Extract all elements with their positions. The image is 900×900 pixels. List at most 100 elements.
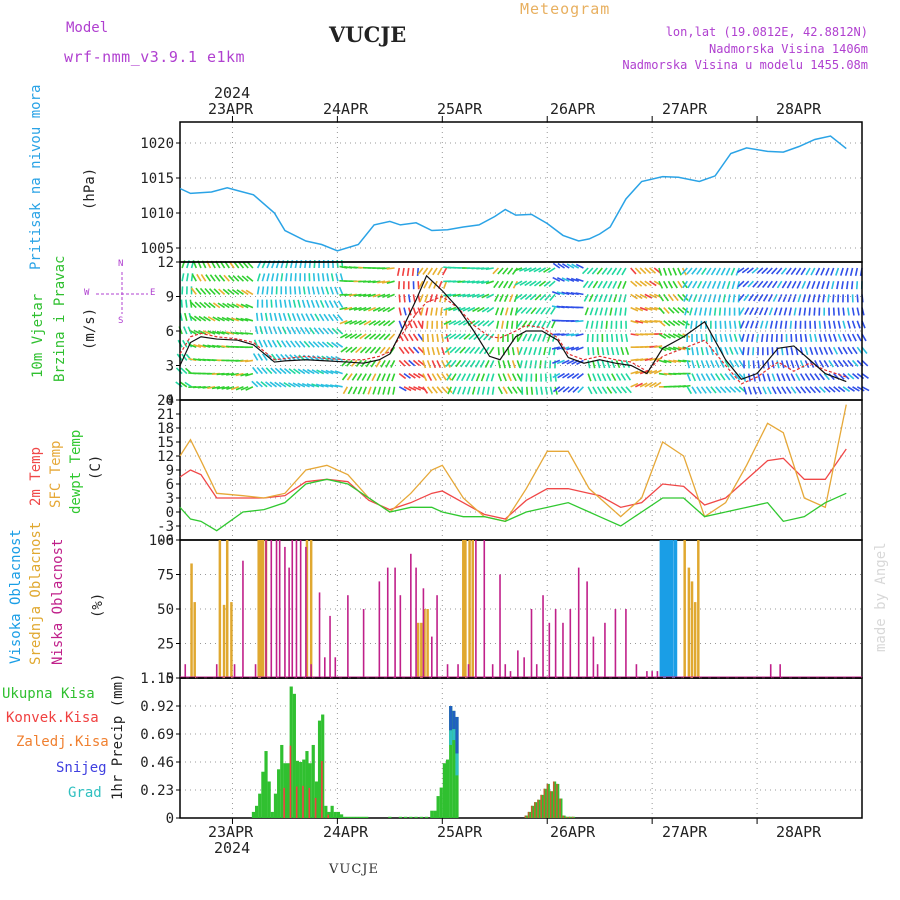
wind-arrow: [527, 333, 533, 342]
wind-arrow: [337, 300, 344, 309]
wind-arrow: [658, 320, 666, 327]
wind-arrow: [430, 307, 434, 316]
wind-arrow: [667, 320, 676, 327]
wind-arrow: [529, 360, 533, 369]
wind-arrow: [235, 303, 244, 309]
wind-arrow: [244, 317, 254, 322]
wind-arrow: [667, 267, 673, 276]
wind-arrow: [752, 360, 755, 369]
wind-arrow: [827, 294, 830, 303]
wind-arrow: [825, 267, 830, 276]
y-tick-label: 1020: [140, 136, 174, 152]
cloud-bar: [436, 595, 438, 678]
wind-arrow: [762, 280, 769, 288]
y-tick-label: 0: [166, 505, 174, 521]
wind-arrow: [832, 333, 838, 342]
wind-arrow: [522, 333, 528, 342]
wind-arrow: [403, 346, 410, 354]
wind-arrow: [271, 273, 275, 282]
cloud-bar: [386, 567, 389, 678]
wind-arrow: [570, 333, 579, 337]
y-tick-label: 12: [157, 255, 174, 271]
wind-arrow: [462, 293, 471, 298]
precip-hail-bar: [452, 729, 456, 741]
wind-arrow: [431, 333, 434, 343]
wind-arrow: [804, 373, 811, 381]
wind-arrow: [556, 346, 565, 350]
wind-arrow: [253, 339, 259, 348]
y-tick-label: 0.92: [140, 699, 174, 715]
watermark: made by Angel: [873, 542, 889, 652]
wind-arrow: [844, 267, 849, 276]
wind-arrow: [304, 326, 311, 335]
wind-arrow: [543, 280, 551, 287]
panel-frame: [179, 677, 863, 819]
wind-arrow: [808, 307, 811, 316]
wind-arrow: [427, 267, 434, 276]
wind-arrow: [458, 333, 466, 340]
wind-arrow: [593, 294, 599, 302]
wind-arrow: [369, 333, 377, 340]
wind-arrow: [635, 320, 644, 324]
wind-arrow: [495, 307, 500, 316]
wind-arrow: [785, 360, 790, 369]
wind-arrow: [732, 294, 736, 303]
wind-arrow: [358, 293, 367, 297]
wind-arrow: [786, 280, 792, 289]
wind-arrow: [733, 320, 737, 329]
wind-arrow: [478, 333, 485, 341]
precip-conv-bar: [540, 794, 542, 818]
wind-arrow: [581, 267, 589, 275]
wind-arrow: [462, 280, 471, 284]
wind-arrow: [739, 307, 745, 315]
precip-bar: [349, 816, 353, 818]
wind-arrow: [189, 315, 197, 322]
wind-arrow: [639, 320, 649, 324]
wind-arrow: [571, 263, 580, 269]
y-tick-label: 1015: [140, 171, 174, 187]
precip-conv-bar: [562, 815, 565, 818]
wind-arrow: [861, 346, 868, 354]
wind-arrow: [280, 340, 287, 348]
precip-bar: [524, 815, 528, 818]
wind-arrow: [523, 346, 528, 355]
wind-arrow: [542, 333, 547, 342]
bottom-station-label: VUCJE: [329, 862, 379, 877]
bottom-day-label: 25APR: [437, 823, 483, 841]
cloud-bar: [410, 553, 412, 678]
top-day-label: 24APR: [323, 100, 369, 118]
wind-arrow: [575, 320, 584, 323]
wind-arrow: [492, 267, 500, 275]
wind-arrow: [373, 320, 381, 326]
wind-arrow: [441, 346, 445, 356]
wind-arrow: [592, 280, 599, 289]
wind-arrow: [682, 280, 688, 289]
wind-arrow: [644, 382, 653, 388]
wind-arrow: [576, 372, 584, 380]
wind-arrow: [818, 386, 826, 393]
wind-arrow: [372, 386, 377, 395]
wind-arrow: [278, 312, 283, 322]
y-tick-label: 0: [166, 811, 174, 827]
wind-arrow: [485, 267, 494, 271]
cloud-bar: [329, 615, 331, 678]
wind-arrow: [271, 286, 274, 295]
wind-arrow: [837, 346, 843, 355]
wind-arrow: [236, 289, 244, 296]
wind-arrow: [710, 373, 716, 381]
wind-arrow: [515, 320, 519, 329]
wind-arrow: [455, 359, 462, 368]
wind-arrow: [469, 346, 476, 354]
wind-arrow: [312, 341, 320, 348]
wind-arrow: [463, 333, 471, 340]
wind-arrow: [784, 320, 788, 329]
wind-arrow: [226, 372, 235, 376]
wind-arrow: [447, 386, 452, 395]
wind-arrow: [691, 360, 696, 369]
wind-arrow: [350, 346, 358, 353]
wind-arrow: [502, 267, 509, 275]
wind-arrow: [417, 307, 422, 316]
wind-arrow: [491, 386, 495, 395]
wind-arrow: [497, 386, 503, 395]
